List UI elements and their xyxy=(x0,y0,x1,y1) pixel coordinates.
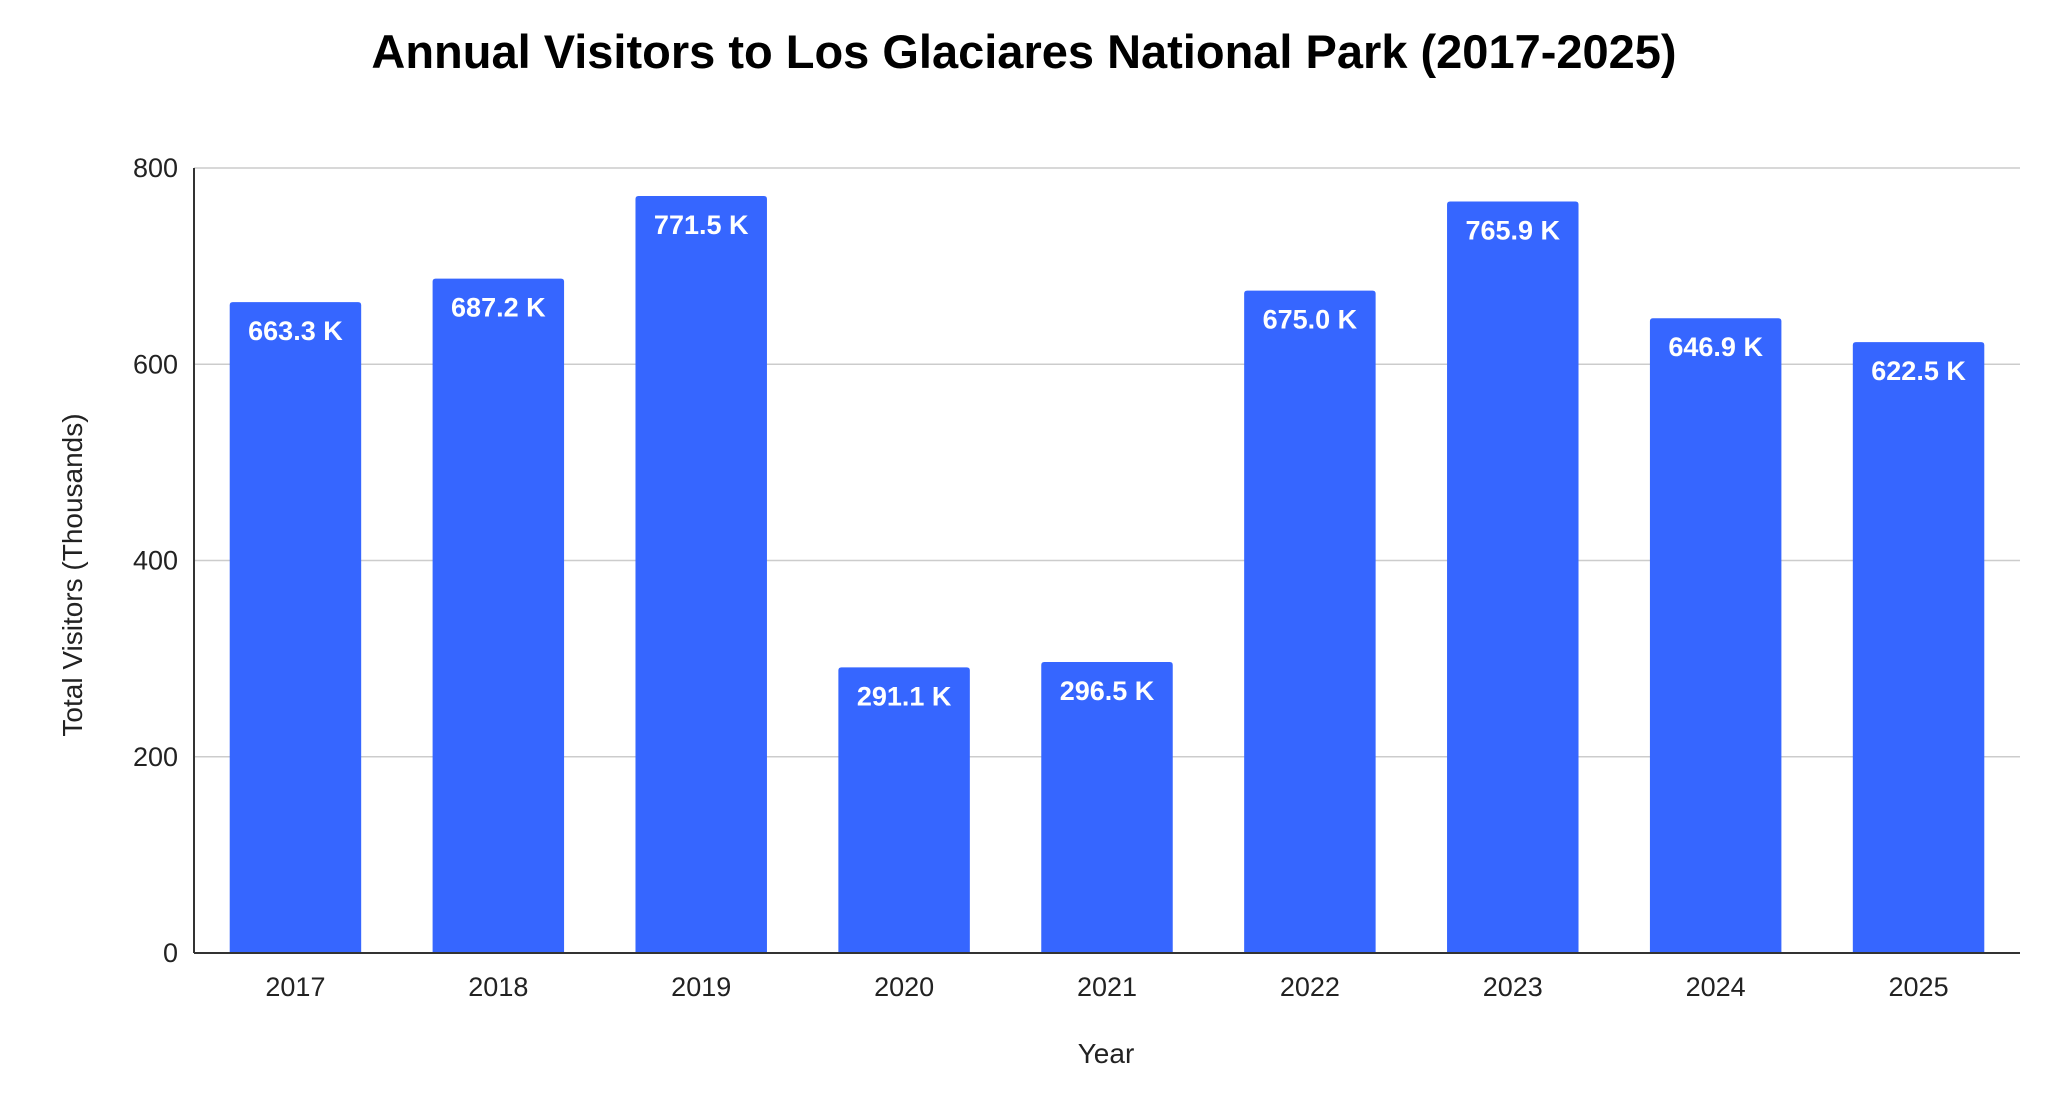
x-tick-label-2018: 2018 xyxy=(468,972,528,1002)
y-tick-label: 800 xyxy=(133,153,178,183)
bar-2017 xyxy=(229,302,362,954)
data-label-2021: 296.5 K xyxy=(1060,676,1155,706)
bars xyxy=(229,195,1985,954)
y-tick-label: 600 xyxy=(133,349,178,379)
data-labels: 663.3 K 687.2 K 771.5 K 291.1 K 296.5 K 675.0… xyxy=(248,210,1966,711)
x-tick-label-2021: 2021 xyxy=(1077,972,1137,1002)
bar-2020 xyxy=(838,667,970,953)
y-tick-label: 400 xyxy=(133,546,178,576)
data-label-2022: 675.0 K xyxy=(1263,305,1358,335)
bar-2021 xyxy=(1041,662,1173,953)
data-label-2025: 622.5 K xyxy=(1871,356,1966,386)
bar-2024 xyxy=(1649,318,1782,953)
x-tick-label-2017: 2017 xyxy=(265,972,325,1002)
x-tick-label-2022: 2022 xyxy=(1280,972,1340,1002)
data-label-2020: 291.1 K xyxy=(857,681,952,711)
y-tick-label: 0 xyxy=(163,938,178,968)
bar-2023 xyxy=(1447,201,1579,953)
chart-title: Annual Visitors to Los Glaciares Nationa… xyxy=(371,25,1676,78)
y-tick-label: 200 xyxy=(133,742,178,772)
axes: 0 200 400 600 800 2017 2018 2019 2020 2021 2022 202… xyxy=(133,153,2020,1002)
data-label-2017: 663.3 K xyxy=(248,316,343,346)
y-axis-title: Total Visitors (Thousands) xyxy=(57,413,88,736)
bar-2018 xyxy=(432,278,565,953)
x-tick-label-2025: 2025 xyxy=(1889,972,1949,1002)
bar-2022 xyxy=(1244,290,1376,953)
x-tick-label-2020: 2020 xyxy=(874,972,934,1002)
x-tick-label-2024: 2024 xyxy=(1686,972,1746,1002)
x-axis-title: Year xyxy=(1078,1038,1135,1069)
x-tick-label-2023: 2023 xyxy=(1483,972,1543,1002)
data-label-2024: 646.9 K xyxy=(1668,332,1763,362)
bar-2019 xyxy=(635,195,767,953)
data-label-2019: 771.5 K xyxy=(654,210,749,240)
data-label-2023: 765.9 K xyxy=(1465,215,1560,245)
bar-2025 xyxy=(1852,342,1985,953)
data-label-2018: 687.2 K xyxy=(451,293,546,323)
x-tick-label-2019: 2019 xyxy=(671,972,731,1002)
